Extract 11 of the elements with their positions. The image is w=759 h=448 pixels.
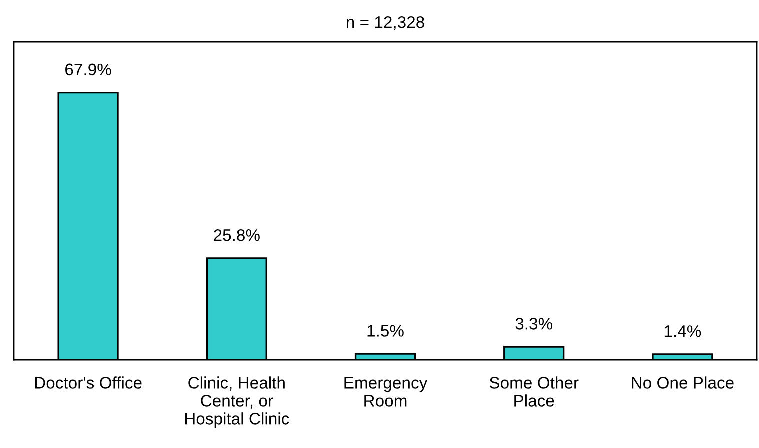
- data-label: 1.5%: [368, 325, 404, 337]
- data-label: 67.9%: [66, 64, 112, 76]
- x-tick-label: Clinic, Health Center, or Hospital Clinic: [185, 376, 290, 428]
- x-tick-label: No One Place: [632, 376, 734, 389]
- x-tick-label: Some Other Place: [490, 376, 579, 407]
- data-label: 1.4%: [664, 326, 702, 338]
- data-label: 25.8%: [214, 229, 260, 242]
- x-tick-label: Doctor's Office: [35, 376, 142, 389]
- x-tick-label: Emergency Room: [344, 377, 428, 407]
- data-label: 3.3%: [516, 318, 552, 330]
- chart-title: n = 12,328: [346, 16, 424, 30]
